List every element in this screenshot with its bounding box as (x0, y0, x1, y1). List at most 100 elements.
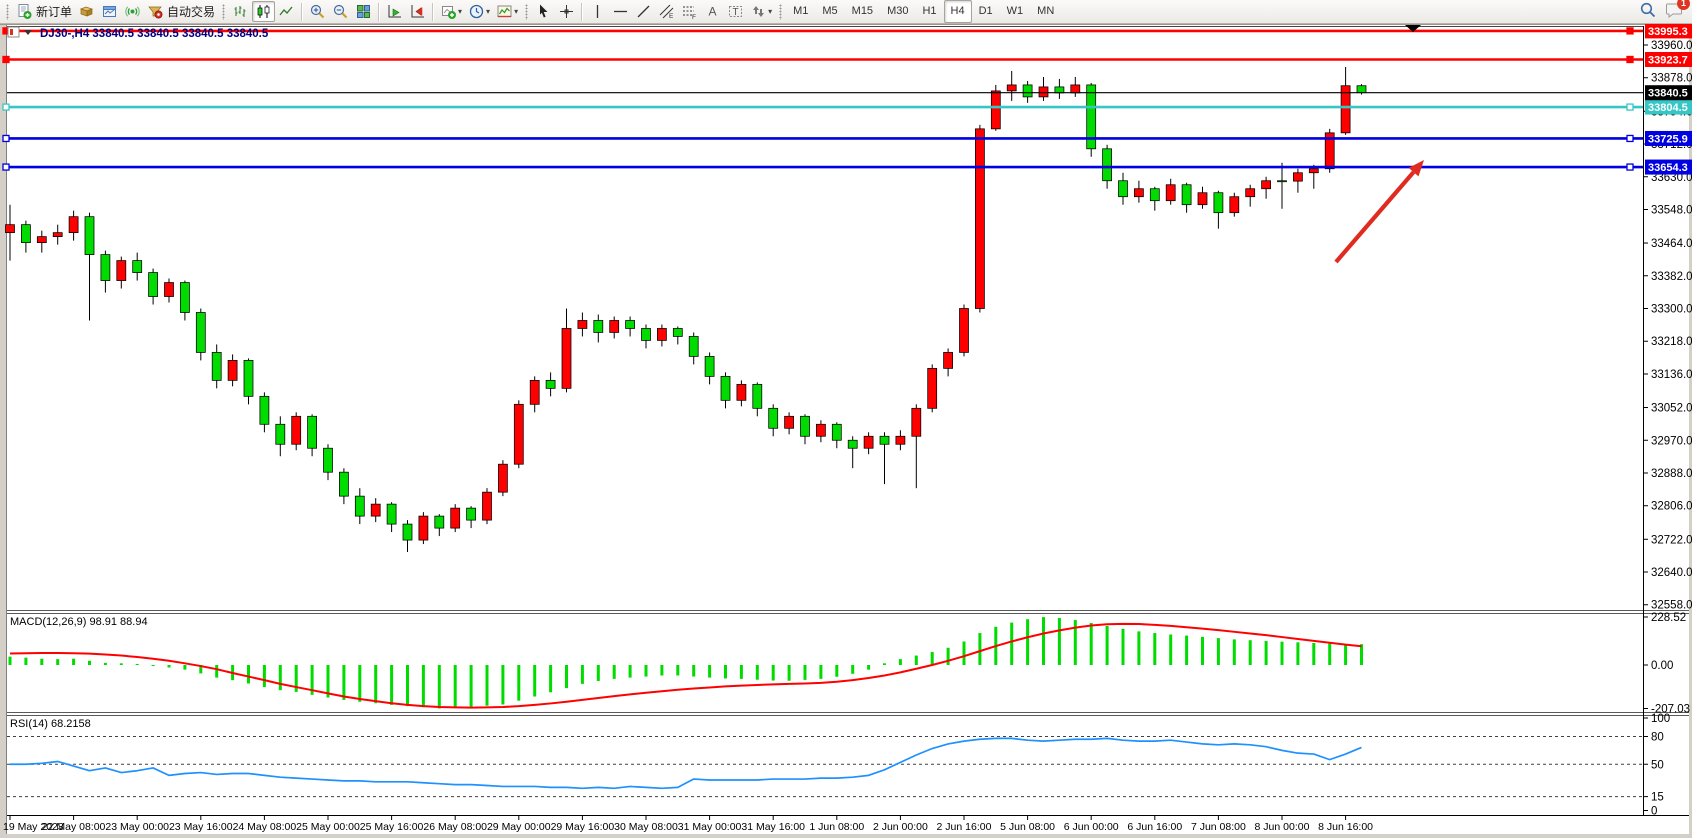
timeframe-MN[interactable]: MN (1037, 5, 1055, 17)
svg-text:24 May 08:00: 24 May 08:00 (233, 821, 297, 833)
notification-badge: 1 (1677, 0, 1690, 10)
bar-chart-button[interactable] (229, 1, 252, 22)
timeframe-H1[interactable]: H1 (922, 5, 937, 17)
signals-button[interactable] (121, 1, 144, 22)
autotrading-button[interactable]: 自动交易 (144, 1, 218, 22)
macd-bar (358, 665, 362, 702)
svg-text:80: 80 (1651, 732, 1664, 744)
autotrading-label: 自动交易 (167, 5, 216, 19)
templates-icon (497, 5, 512, 18)
candle-body (625, 320, 635, 329)
red-arrow-head[interactable] (1408, 160, 1424, 177)
timeframe-M1[interactable]: M1 (793, 5, 809, 17)
svg-text:29 May 00:00: 29 May 00:00 (487, 821, 551, 833)
line-chart-button[interactable] (275, 1, 298, 22)
macd-bar (676, 665, 680, 676)
arrows-button[interactable]: ▾ (747, 1, 775, 22)
clock-icon (469, 4, 484, 19)
macd-bar (501, 665, 505, 705)
new-order-button[interactable]: 新订单 (13, 1, 75, 22)
hline-handle[interactable] (1626, 55, 1634, 64)
svg-text:32970.0: 32970.0 (1651, 435, 1692, 447)
candle-body (370, 503, 381, 517)
horizontal-line-button[interactable] (609, 1, 632, 22)
hline-handle[interactable] (2, 163, 10, 171)
arrows-dropdown-caret[interactable]: ▾ (768, 7, 773, 16)
macd-bar (1232, 639, 1236, 665)
zoom-out-button[interactable] (329, 1, 352, 22)
candle-body (593, 320, 604, 333)
candle-body (1102, 148, 1112, 182)
cursor-button[interactable] (532, 1, 555, 22)
macd-bar (1344, 643, 1348, 665)
svg-text:33136.0: 33136.0 (1651, 369, 1692, 381)
tile-windows-button[interactable] (352, 1, 375, 22)
candle-body (307, 415, 317, 449)
periods-dropdown-caret[interactable]: ▾ (486, 7, 491, 16)
svg-text:26 May 08:00: 26 May 08:00 (423, 821, 487, 833)
chart-menu-caret[interactable] (24, 30, 32, 35)
fibonacci-button[interactable]: F (678, 1, 701, 22)
timeframe-M5[interactable]: M5 (822, 5, 838, 17)
macd-bar (708, 665, 712, 678)
crosshair-button[interactable] (555, 1, 578, 22)
candle-body (831, 423, 842, 441)
search-icon[interactable] (1639, 1, 1657, 19)
candle-body (1197, 192, 1208, 206)
svg-text:33725.9: 33725.9 (1648, 133, 1688, 145)
timeframe-M15[interactable]: M15 (851, 5, 874, 17)
hline-handle[interactable] (1626, 163, 1634, 171)
candle-body (450, 507, 461, 529)
indicators-dropdown-caret[interactable]: ▾ (458, 7, 463, 16)
rsi-pane: 100 80 50 15 0 RSI(14) 68.2158 (7, 713, 1670, 818)
text-button[interactable]: A (701, 1, 724, 22)
hline-handle[interactable] (1626, 134, 1634, 143)
timeframe-H4[interactable]: H4 (943, 0, 972, 23)
market-watch-button[interactable] (75, 1, 98, 22)
rsi-line (10, 737, 1362, 790)
macd-bar (978, 633, 982, 665)
templates-button[interactable]: ▾ (493, 1, 521, 22)
macd-bar (1360, 644, 1363, 665)
hline-handle[interactable] (1626, 27, 1634, 35)
chart-title: DJ30-,H4 33840.5 33840.5 33840.5 33840.5 (7, 26, 269, 40)
svg-text:33052.0: 33052.0 (1651, 403, 1692, 415)
notifications-button[interactable]: 1 (1665, 0, 1690, 19)
hline-handle[interactable] (2, 103, 10, 111)
vertical-line-button[interactable] (586, 1, 609, 22)
hline-handle[interactable] (2, 134, 10, 143)
text-label-button[interactable]: T (724, 1, 747, 22)
candle-body (927, 368, 938, 409)
macd-bar (1105, 625, 1109, 665)
timeframe-M30[interactable]: M30 (887, 5, 909, 17)
templates-dropdown-caret[interactable]: ▾ (514, 7, 519, 16)
candle-body (148, 272, 158, 297)
candlestick-chart-button[interactable] (252, 1, 276, 22)
hline-objects[interactable] (2, 27, 1643, 171)
price-chart: 33960.033878.033794.033712.033630.033548… (0, 23, 1692, 838)
macd-bar (469, 665, 473, 708)
timeframe-W1[interactable]: W1 (1006, 5, 1024, 17)
horizontal-line-icon (614, 10, 628, 13)
indicators-button[interactable]: ▾ (437, 1, 465, 22)
periods-button[interactable]: ▾ (465, 1, 493, 22)
chart-shift-button[interactable] (406, 1, 429, 22)
hline-handle[interactable] (2, 55, 10, 64)
top-marker-icon[interactable] (1405, 25, 1421, 32)
equidistant-channel-button[interactable]: E (655, 1, 678, 22)
macd-bar (883, 663, 886, 665)
trendline-button[interactable] (632, 1, 655, 22)
auto-scroll-button[interactable] (383, 1, 406, 22)
toolbar-separator (432, 2, 435, 21)
hline-handle[interactable] (1626, 103, 1634, 111)
candle-body (752, 383, 763, 409)
macd-bar (867, 665, 871, 670)
zoom-in-button[interactable] (306, 1, 329, 22)
candle-body (211, 352, 222, 381)
new-chart-button[interactable] (98, 1, 121, 22)
macd-bar (103, 662, 107, 665)
timeframe-D1[interactable]: D1 (978, 5, 993, 17)
candle-body (1070, 84, 1081, 94)
red-arrow[interactable] (1334, 170, 1416, 264)
